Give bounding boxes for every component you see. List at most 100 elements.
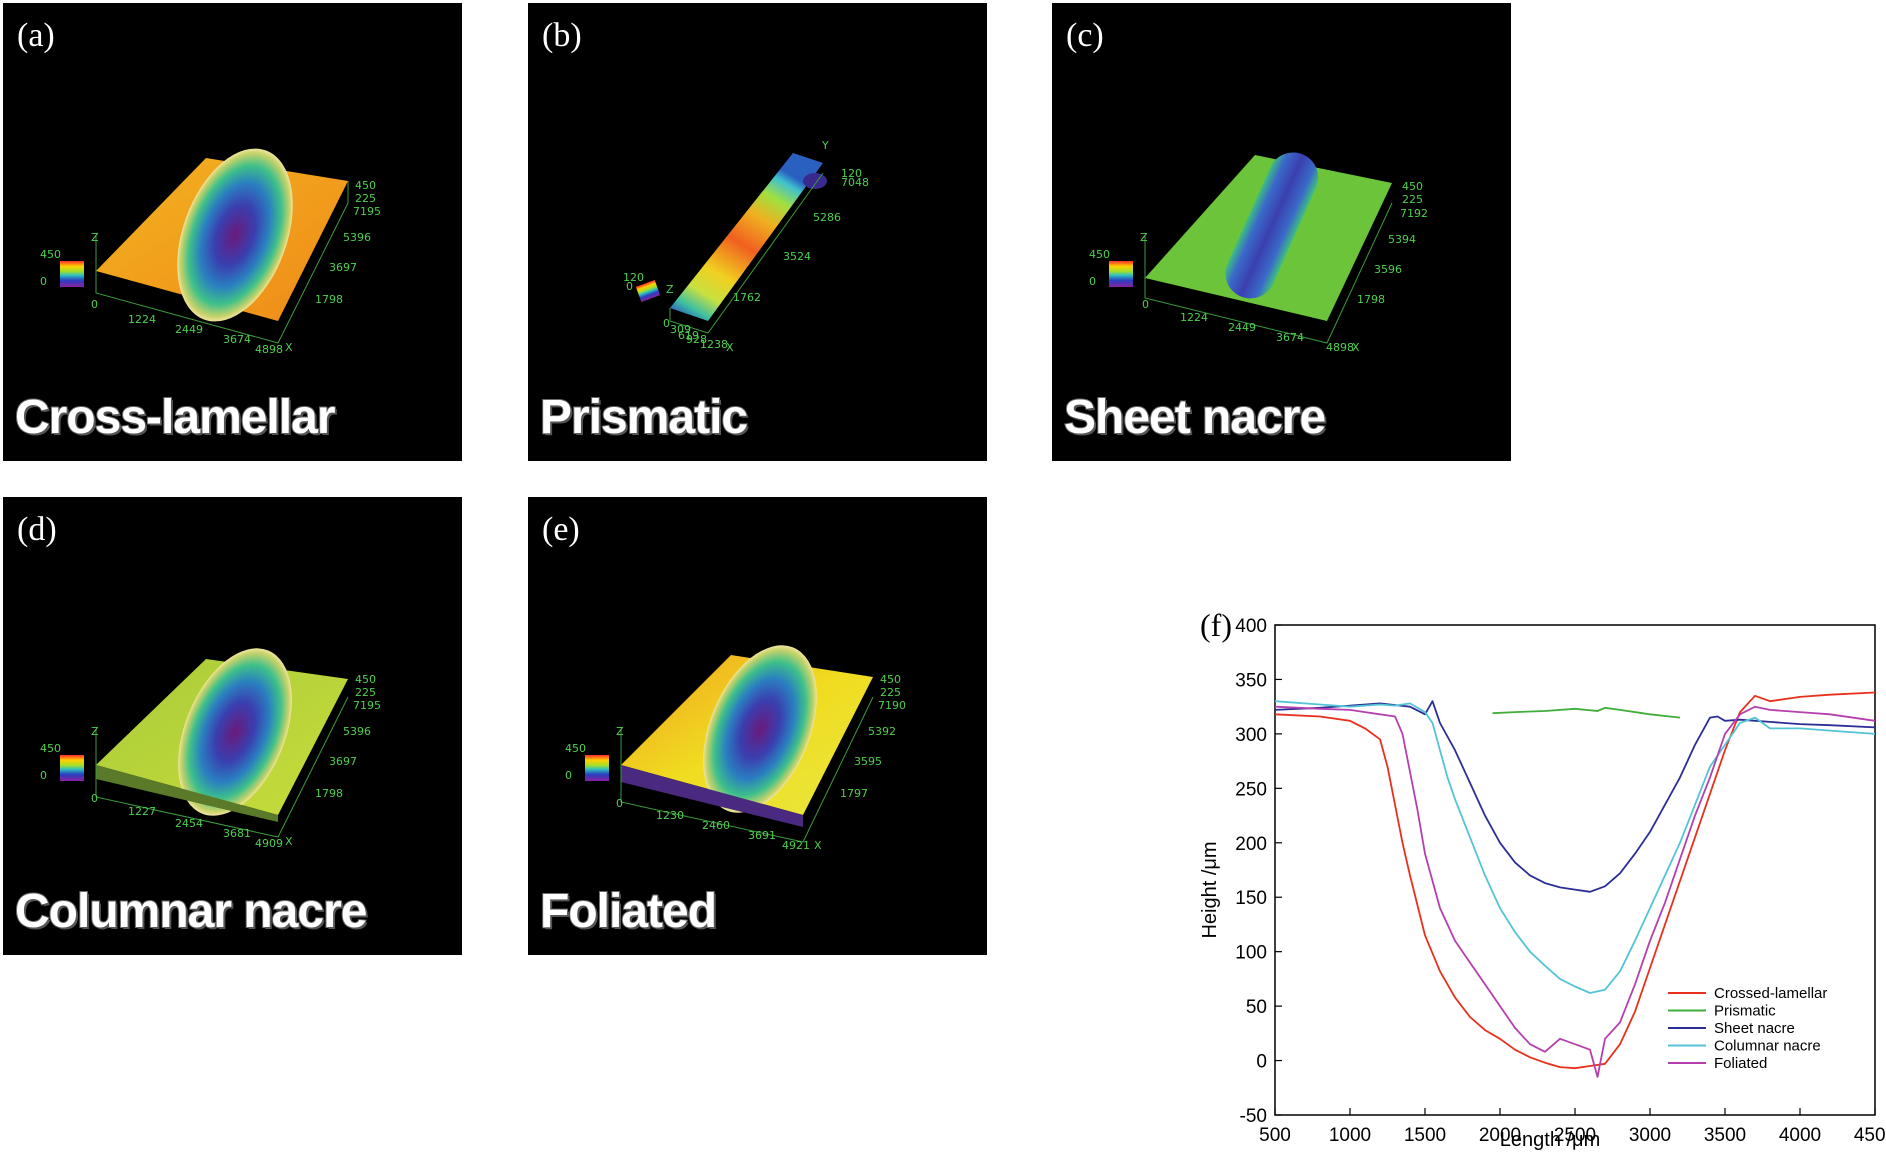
legend-entry: Prismatic xyxy=(1714,1003,1776,1020)
panel-b-ytick: 5286 xyxy=(813,211,841,224)
panel-d-axis-x: X xyxy=(285,835,293,848)
panel-c-xtick: 3674 xyxy=(1276,331,1304,344)
x-tick-label: 2500 xyxy=(1554,1125,1596,1146)
panel-e-axis-x: X xyxy=(814,839,822,852)
series-line-sheet-nacre xyxy=(1274,700,1876,893)
panel-e-surface-plot: 450 0 Z X 0 1230 2460 3691 4921 1797 359… xyxy=(565,645,906,852)
panel-e-label: (e) xyxy=(542,511,580,548)
panel-c-label: (c) xyxy=(1066,17,1104,54)
panel-b-axis-x: X xyxy=(726,341,734,354)
panel-e-title: Foliated xyxy=(539,884,718,939)
panel-c-xtick: 0 xyxy=(1142,298,1149,311)
panel-d-ytick: 7195 xyxy=(353,699,381,712)
panel-b-xtick: 309 xyxy=(670,323,691,336)
panel-e-legend-min: 0 xyxy=(565,769,572,782)
y-tick-label: 0 xyxy=(1256,1052,1267,1073)
legend-entry: Crossed-lamellar xyxy=(1714,985,1827,1002)
panel-e-xtick: 0 xyxy=(616,797,623,810)
panel-e-xtick: 1230 xyxy=(656,809,684,822)
panel-c: 450 0 Z X 0 1224 2449 3674 4898 1798 359… xyxy=(1052,3,1511,461)
panel-d-xtick: 0 xyxy=(91,792,98,805)
panel-c-surface-plot: 450 0 Z X 0 1224 2449 3674 4898 1798 359… xyxy=(1089,152,1428,354)
panel-c-legend-min: 0 xyxy=(1089,275,1096,288)
panel-a-ytick: 5396 xyxy=(343,231,371,244)
panel-d-xtick: 4909 xyxy=(255,837,283,850)
panel-e-ytick: 3595 xyxy=(854,755,882,768)
panel-c-ytick: 7192 xyxy=(1400,207,1428,220)
panel-a-ytick: 3697 xyxy=(329,261,357,274)
panel-c-axis-x: X xyxy=(1352,341,1360,354)
panel-d-legend-max: 450 xyxy=(40,742,61,755)
panel-c-ztick: 225 xyxy=(1402,193,1423,206)
y-tick-label: 50 xyxy=(1246,997,1267,1018)
panel-c-xtick: 1224 xyxy=(1180,311,1208,324)
series-line-prismatic xyxy=(1492,706,1681,719)
legend-entry: Columnar nacre xyxy=(1714,1038,1821,1055)
panel-b-axis-z: Z xyxy=(666,283,674,296)
panel-a-ytick: 7195 xyxy=(353,205,381,218)
panel-c-axis-z: Z xyxy=(1140,231,1148,244)
panel-a-axis-x: X xyxy=(285,341,293,354)
panel-e-xtick: 4921 xyxy=(782,839,810,852)
x-tick-label: 1500 xyxy=(1404,1125,1446,1146)
x-tick-label: 2000 xyxy=(1479,1125,1521,1146)
panel-e-ztick: 450 xyxy=(880,673,901,686)
series-line-crossed-lamellar xyxy=(1274,691,1876,1070)
panel-b-xtick: 0 xyxy=(663,317,670,330)
panel-c-ytick: 5394 xyxy=(1388,233,1416,246)
panel-b-label: (b) xyxy=(542,17,582,54)
x-tick-label: 3000 xyxy=(1629,1125,1671,1146)
panel-b-ytick: 3524 xyxy=(783,250,811,263)
panel-b-legend-max: 120 xyxy=(623,271,644,284)
panel-b-axis-y: Y xyxy=(821,139,829,152)
panel-d-ztick: 450 xyxy=(355,673,376,686)
panel-d-ytick: 5396 xyxy=(343,725,371,738)
y-tick-label: -50 xyxy=(1240,1106,1267,1127)
x-axis-label: Length /μm xyxy=(1500,1129,1600,1151)
panel-b-ytick: 7048 xyxy=(841,176,869,189)
panel-e-xtick: 2460 xyxy=(702,819,730,832)
panel-e-axis-z: Z xyxy=(616,725,624,738)
panel-e-ztick: 225 xyxy=(880,686,901,699)
panel-b-title: Prismatic xyxy=(539,390,749,445)
panel-a-surface-plot: 450 0 Z X 0 1224 2449 3674 4898 1798 369… xyxy=(40,148,381,356)
panel-d-xtick: 2454 xyxy=(175,817,203,830)
panel-c-ytick: 1798 xyxy=(1357,293,1385,306)
y-tick-label: 100 xyxy=(1235,943,1267,964)
panel-b-ztick: 120 xyxy=(841,167,862,180)
panel-a-title: Cross-lamellar xyxy=(14,390,336,445)
panel-b: 120 0 Z Y X 0 309 619 928 1238 1762 3524… xyxy=(528,3,987,461)
panel-b-xtick: 928 xyxy=(686,333,707,346)
panel-a-xtick: 3674 xyxy=(223,333,251,346)
legend-entry: Foliated xyxy=(1714,1055,1767,1072)
panel-e-ytick: 1797 xyxy=(840,787,868,800)
legend-entry: Sheet nacre xyxy=(1714,1020,1795,1037)
panel-a-xtick: 0 xyxy=(91,298,98,311)
panel-d-ytick: 3697 xyxy=(329,755,357,768)
panel-c-ytick: 3596 xyxy=(1374,263,1402,276)
panel-c-title: Sheet nacre xyxy=(1063,390,1327,445)
y-tick-label: 300 xyxy=(1235,725,1267,746)
y-tick-label: 200 xyxy=(1235,834,1267,855)
panel-a-xtick: 1224 xyxy=(128,313,156,326)
panel-a-label: (a) xyxy=(17,17,55,54)
x-tick-label: 4000 xyxy=(1779,1125,1821,1146)
x-tick-label: 500 xyxy=(1259,1125,1291,1146)
y-tick-label: 400 xyxy=(1235,616,1267,637)
panel-d: 450 0 Z X 0 1227 2454 3681 4909 1798 369… xyxy=(3,497,462,955)
y-tick-label: 250 xyxy=(1235,779,1267,800)
panel-c-ztick: 450 xyxy=(1402,180,1423,193)
panel-c-xtick: 2449 xyxy=(1228,321,1256,334)
panel-a: 450 0 Z X 0 1224 2449 3674 4898 1798 369… xyxy=(3,3,462,461)
panel-d-ztick: 225 xyxy=(355,686,376,699)
panel-f-label: (f) xyxy=(1200,607,1232,643)
panel-e-ytick: 7190 xyxy=(878,699,906,712)
panel-e-ytick: 5392 xyxy=(868,725,896,738)
panel-c-legend-max: 450 xyxy=(1089,248,1110,261)
x-tick-label: 3500 xyxy=(1704,1125,1746,1146)
panel-d-legend-min: 0 xyxy=(40,769,47,782)
panel-d-axis-z: Z xyxy=(91,725,99,738)
panel-a-xtick: 2449 xyxy=(175,323,203,336)
panel-a-legend-max: 450 xyxy=(40,248,61,261)
